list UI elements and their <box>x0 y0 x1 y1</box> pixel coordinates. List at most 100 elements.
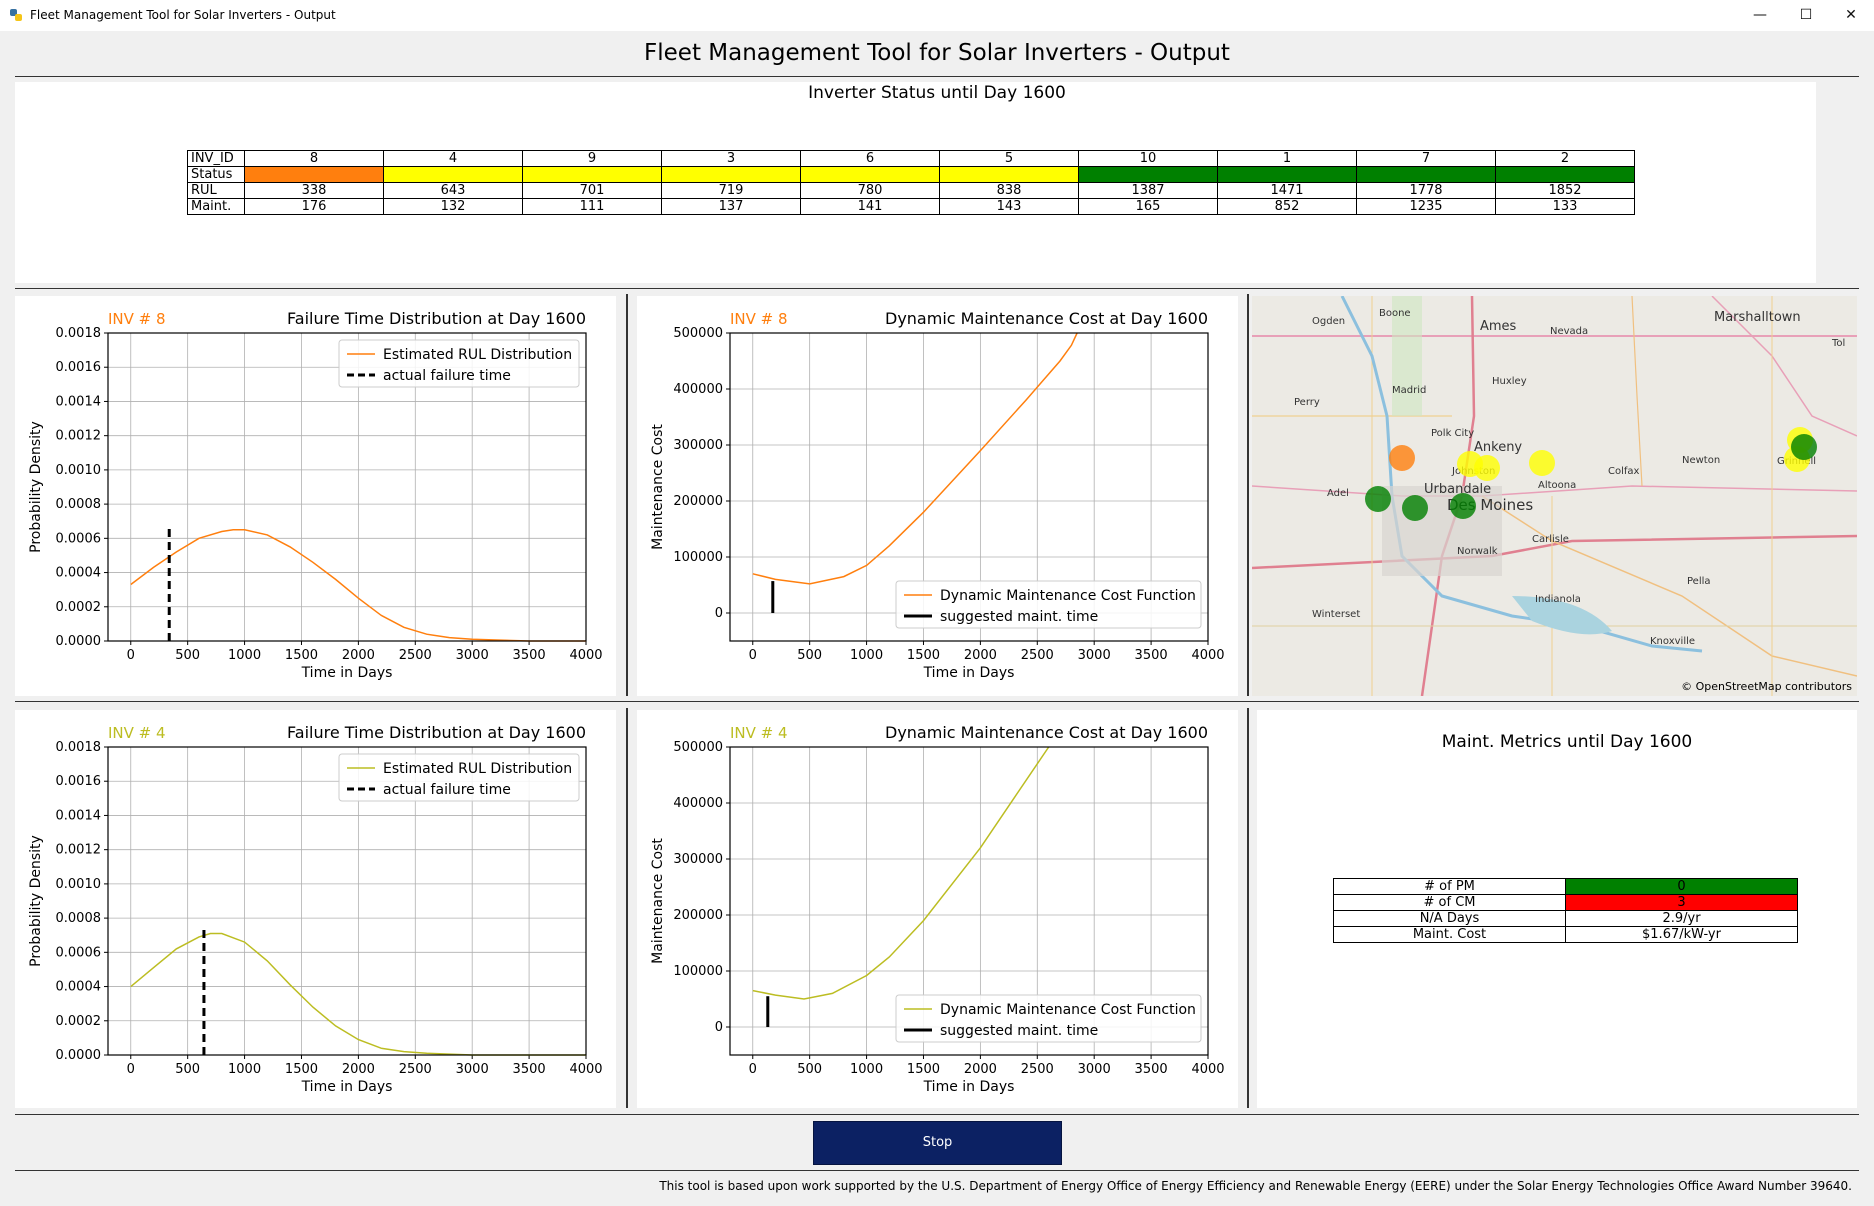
legend-box <box>895 580 1202 629</box>
inverter-marker <box>1474 455 1500 481</box>
inverter-marker <box>1450 493 1476 519</box>
inverter-marker <box>1529 450 1555 476</box>
metric-value: 3 <box>1565 894 1798 911</box>
chart-title: Dynamic Maintenance Cost at Day 1600 <box>885 723 1208 742</box>
metric-label: Maint. Cost <box>1333 926 1566 943</box>
status-cell <box>383 166 523 183</box>
y-tick-label: 500000 <box>673 326 723 341</box>
y-tick-label: 0.0006 <box>56 531 102 546</box>
x-tick-label: 4000 <box>1191 648 1224 663</box>
legend-label: Estimated RUL Distribution <box>383 761 572 777</box>
map-place-label: Nevada <box>1550 326 1588 337</box>
x-axis-label: Time in Days <box>923 1079 1015 1095</box>
divider <box>15 701 1859 702</box>
legend-label: suggested maint. time <box>940 609 1098 625</box>
inverter-marker <box>1389 445 1415 471</box>
divider <box>15 1114 1859 1115</box>
map-place-label: Ankeny <box>1474 440 1522 455</box>
table-cell: 7 <box>1356 150 1496 167</box>
window-title: Fleet Management Tool for Solar Inverter… <box>30 8 336 22</box>
stop-button[interactable]: Stop <box>813 1121 1062 1165</box>
y-tick-label: 0.0008 <box>56 497 102 512</box>
series-line <box>130 932 586 1056</box>
x-tick-label: 1500 <box>907 648 940 663</box>
divider <box>1247 294 1249 696</box>
divider <box>15 76 1859 77</box>
plot-frame <box>107 332 587 642</box>
inverter-status-table: INV_ID 8 4 9 3 6 5 10 1 7 2 Status RUL 338 643 701 719 78… <box>187 150 1635 215</box>
x-tick-label: 3000 <box>1078 648 1111 663</box>
series-line <box>130 529 586 642</box>
map-place-label: Marshalltown <box>1714 310 1801 325</box>
minimize-icon[interactable]: — <box>1753 7 1767 23</box>
maximize-icon[interactable]: ☐ <box>1799 7 1813 23</box>
x-tick-label: 500 <box>797 1062 822 1077</box>
legend-label: suggested maint. time <box>940 1023 1098 1039</box>
inverter-marker <box>1402 495 1428 521</box>
close-icon[interactable]: ✕ <box>1845 7 1857 23</box>
x-tick-label: 2000 <box>964 1062 997 1077</box>
y-tick-label: 100000 <box>673 550 723 565</box>
table-cell: 338 <box>244 182 384 199</box>
map-road <box>1631 296 1643 487</box>
status-cell <box>1356 166 1496 183</box>
divider <box>15 288 1859 289</box>
chart-title: Failure Time Distribution at Day 1600 <box>287 723 586 742</box>
inverter-location-map[interactable]: Boone Ogden Ames Nevada Marshalltown Madrid Hu… <box>1252 296 1857 696</box>
table-cell: 838 <box>939 182 1079 199</box>
status-row: Status <box>187 166 1635 183</box>
x-tick-label: 1000 <box>850 648 883 663</box>
row-label: INV_ID <box>187 150 245 167</box>
plot-frame <box>107 746 587 1056</box>
y-axis-label: Probability Density <box>28 835 44 967</box>
divider <box>1247 708 1249 1108</box>
table-cell: 780 <box>800 182 940 199</box>
y-tick-label: 300000 <box>673 438 723 453</box>
table-cell: 132 <box>383 198 523 215</box>
table-cell: 1387 <box>1078 182 1218 199</box>
row-label: Status <box>187 166 245 183</box>
table-cell: 6 <box>800 150 940 167</box>
y-tick-label: 0.0006 <box>56 945 102 960</box>
x-tick-label: 2000 <box>342 648 375 663</box>
map-place-label: Knoxville <box>1650 636 1695 647</box>
table-cell: 176 <box>244 198 384 215</box>
status-cell <box>1217 166 1357 183</box>
status-panel-title: Inverter Status until Day 1600 <box>808 83 1066 103</box>
map-place-label: Adel <box>1327 488 1349 499</box>
row-label: Maint. <box>187 198 245 215</box>
legend-label: Dynamic Maintenance Cost Function <box>940 588 1196 604</box>
footer-acknowledgement: This tool is based upon work supported b… <box>659 1179 1852 1193</box>
map-place-label: Polk City <box>1431 428 1474 439</box>
metric-value: 0 <box>1565 878 1798 895</box>
x-tick-label: 500 <box>175 1062 200 1077</box>
map-park <box>1392 296 1422 416</box>
table-cell: 9 <box>522 150 662 167</box>
map-place-label: Newton <box>1682 455 1720 466</box>
map-canvas[interactable]: Boone Ogden Ames Nevada Marshalltown Madrid Hu… <box>1252 296 1857 696</box>
x-axis-label: Time in Days <box>301 665 393 681</box>
metric-label: N/A Days <box>1333 910 1566 927</box>
x-tick-label: 0 <box>749 1062 757 1077</box>
inverter-label: INV # 8 <box>730 310 788 328</box>
inverter-marker <box>1365 486 1391 512</box>
x-tick-label: 0 <box>749 648 757 663</box>
series-line <box>752 746 1050 1000</box>
map-place-label: Norwalk <box>1457 546 1498 557</box>
y-tick-label: 0.0014 <box>56 808 102 823</box>
table-cell: 143 <box>939 198 1079 215</box>
status-cell <box>939 166 1079 183</box>
y-tick-label: 0.0016 <box>56 774 102 789</box>
maintenance-cost-chart-inv4: INV # 4 Dynamic Maintenance Cost at Day 1… <box>650 723 1225 1095</box>
map-road <box>1711 296 1857 437</box>
x-tick-label: 3000 <box>456 1062 489 1077</box>
chart-title: Failure Time Distribution at Day 1600 <box>287 309 586 328</box>
metric-row: # of CM 3 <box>1333 894 1798 911</box>
rul-row: RUL 338 643 701 719 780 838 1387 1471 1778 1852 <box>187 182 1635 199</box>
maintenance-metrics-table: # of PM 0 # of CM 3 N/A Days 2.9/yr Maint. Cos… <box>1333 878 1798 943</box>
python-app-icon <box>10 9 22 21</box>
row-label: RUL <box>187 182 245 199</box>
map-place-label: Tol <box>1831 338 1845 349</box>
map-urban-area <box>1382 486 1502 576</box>
table-cell: 141 <box>800 198 940 215</box>
